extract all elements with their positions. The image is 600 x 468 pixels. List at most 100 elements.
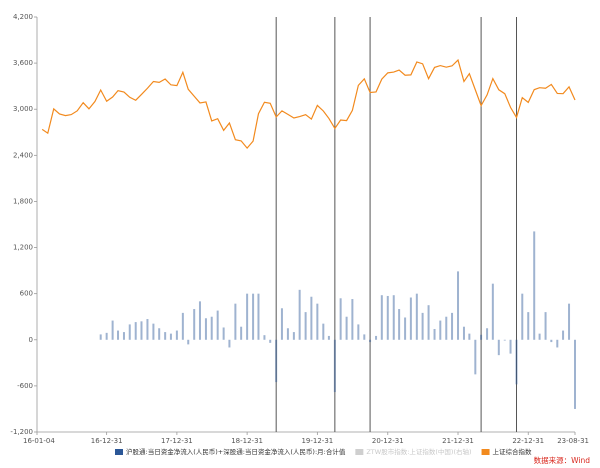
x-tick-label: 20-12-31: [372, 437, 404, 445]
bar: [468, 333, 471, 340]
bar: [240, 326, 243, 340]
bar: [445, 316, 448, 340]
legend-label: 沪股通:当日资金净流入(人民币)+深股通:当日资金净流入(人民币):月:合计值: [126, 447, 346, 456]
bar: [550, 339, 553, 343]
bar: [380, 295, 383, 340]
bar: [521, 293, 524, 340]
bar: [486, 328, 489, 340]
x-tick-label: 18-12-31: [231, 437, 263, 445]
bar: [439, 320, 442, 340]
bar: [193, 309, 196, 340]
bar: [204, 318, 207, 340]
bar: [515, 339, 518, 385]
x-tick-label: 17-12-31: [161, 437, 193, 445]
bar: [298, 289, 301, 340]
bar: [198, 301, 201, 340]
bar: [457, 271, 460, 340]
y-tick-label: 3,000: [13, 105, 33, 113]
source: 数据来源：Wind: [534, 455, 591, 465]
bar: [152, 323, 155, 340]
y-tick-label: 1,200: [13, 244, 33, 252]
bar: [169, 333, 172, 340]
bar: [533, 231, 536, 340]
bar: [292, 332, 295, 340]
bar: [491, 283, 494, 340]
bar: [122, 332, 125, 340]
bar: [351, 299, 354, 340]
bar: [433, 329, 436, 340]
bar: [246, 293, 249, 340]
bar: [187, 339, 190, 345]
bar: [327, 335, 330, 340]
bar: [175, 330, 178, 340]
bar: [451, 312, 454, 340]
legend-label: 上证综合指数: [493, 447, 533, 456]
bar: [111, 320, 114, 340]
bar: [386, 295, 389, 340]
bar: [339, 298, 342, 340]
legend-swatch: [481, 449, 490, 455]
y-tick-label: 600: [20, 290, 33, 298]
bar: [310, 296, 313, 340]
y-tick-label: 4,200: [13, 13, 33, 21]
bar: [222, 327, 225, 340]
y-tick-label: -600: [17, 382, 33, 390]
bar: [280, 308, 283, 340]
bar: [480, 334, 483, 340]
bar: [375, 335, 378, 340]
x-tick-label: 23-08-31: [557, 437, 589, 445]
bar: [544, 312, 547, 340]
bar: [117, 330, 120, 340]
y-tick-label: 2,400: [13, 151, 33, 159]
bar: [398, 309, 401, 340]
bar: [210, 316, 213, 340]
bar: [286, 328, 289, 340]
legend-label: ZTW股市指数:上证指数(中国)(右轴): [366, 447, 471, 456]
bar: [99, 334, 102, 340]
bar: [574, 339, 576, 409]
bar: [538, 333, 541, 340]
bar: [252, 293, 255, 340]
bar: [556, 339, 559, 348]
bar: [509, 339, 512, 354]
bar: [421, 312, 424, 340]
bar: [105, 332, 108, 340]
legend-swatch: [115, 449, 123, 455]
bar: [181, 312, 184, 340]
bar: [304, 312, 307, 340]
bar: [357, 324, 360, 340]
bar: [275, 339, 278, 383]
bar: [333, 339, 336, 393]
bar: [415, 293, 418, 340]
bar: [462, 326, 465, 340]
bar: [164, 332, 167, 340]
y-tick-label: -1,200: [10, 428, 33, 436]
bar: [345, 316, 348, 340]
bar: [140, 321, 143, 340]
line: [41, 58, 576, 150]
bar: [369, 339, 372, 343]
bar: [228, 339, 231, 348]
bar: [497, 339, 500, 356]
bar: [474, 339, 477, 375]
bar: [404, 317, 407, 340]
x-tick-label: 16-01-04: [23, 437, 55, 445]
y-tick-label: 0: [29, 336, 33, 344]
x-tick-label: 21-12-31: [442, 437, 474, 445]
bar: [216, 310, 219, 340]
bar: [527, 312, 530, 340]
bar: [322, 323, 325, 340]
legend-swatch: [355, 449, 364, 455]
bar: [409, 297, 412, 340]
bar: [363, 334, 366, 340]
bar: [128, 324, 131, 340]
bar: [134, 322, 137, 340]
x-tick-label: 19-12-31: [301, 437, 333, 445]
bar: [427, 305, 430, 340]
y-tick-label: 3,600: [13, 59, 33, 67]
bar: [146, 319, 149, 340]
bar: [562, 330, 565, 340]
y-tick-label: 1,800: [13, 197, 33, 205]
x-tick-label: 16-12-31: [91, 437, 123, 445]
